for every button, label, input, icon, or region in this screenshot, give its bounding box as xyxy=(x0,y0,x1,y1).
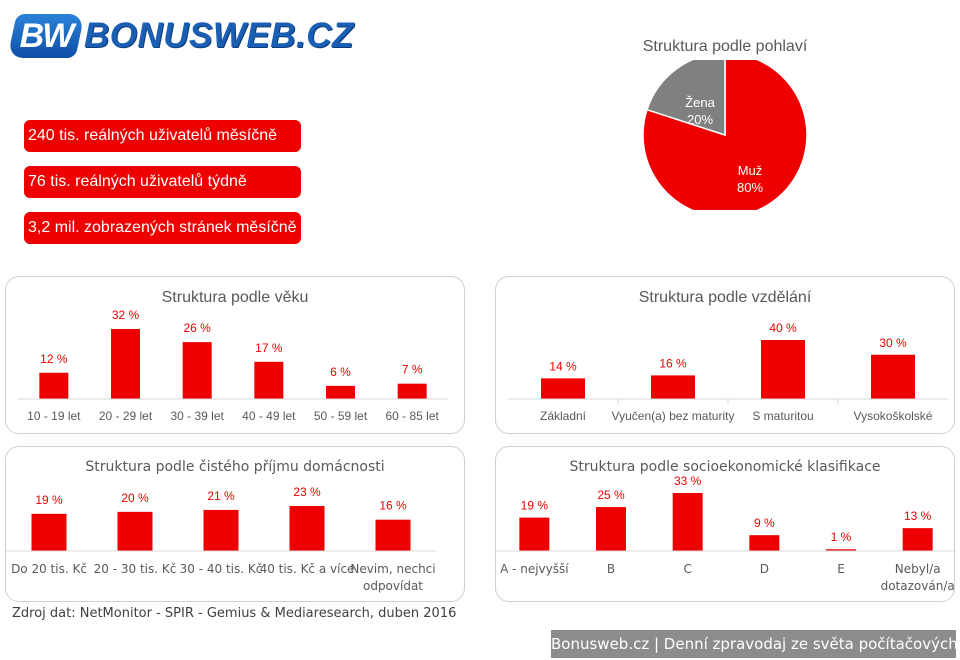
category-label: 60 - 85 let xyxy=(385,409,439,423)
gender-pie: Muž 80% Žena 20% xyxy=(642,60,808,210)
bar-value-label: 16 % xyxy=(659,356,687,370)
category-label: Vyučen(a) bez maturity xyxy=(612,409,735,423)
bar-value-label: 9 % xyxy=(754,516,775,530)
bar xyxy=(203,509,239,551)
income-chart-title: Struktura podle čistého příjmu domácnost… xyxy=(85,459,385,475)
income-bar-chart: 19 % Do 20 tis. Kč 20 % 20 - 30 tis. Kč 21 %… xyxy=(6,485,436,593)
category-label: 30 - 39 let xyxy=(170,409,224,423)
bar-value-label: 14 % xyxy=(549,359,577,373)
stat-weekly-users: 76 tis. reálných uživatelů týdně xyxy=(24,166,301,198)
category-label: B xyxy=(607,562,615,576)
category-label: D xyxy=(760,562,769,576)
bar xyxy=(289,506,325,551)
pie-slice-female xyxy=(646,60,726,137)
gender-chart-title: Struktura podle pohlaví xyxy=(642,38,808,55)
category-label: A - nejvyšší xyxy=(500,562,569,576)
bar-value-label: 40 % xyxy=(769,321,797,335)
pie-value-label: 20% xyxy=(687,112,713,127)
bar xyxy=(111,329,140,399)
stat-monthly-pageviews: 3,2 mil. zobrazených stránek měsíčně xyxy=(24,212,301,244)
bar-value-label: 23 % xyxy=(293,485,321,499)
category-label: 50 - 59 let xyxy=(314,409,368,423)
category-label: Vysokoškolské xyxy=(854,409,933,423)
bar xyxy=(31,513,67,551)
socio-chart-title: Struktura podle socioekonomické klasifik… xyxy=(569,459,881,475)
bar xyxy=(182,342,212,399)
bar xyxy=(397,383,427,399)
bar-value-label: 30 % xyxy=(879,336,907,350)
bar-value-label: 33 % xyxy=(674,474,702,488)
bar xyxy=(117,511,153,551)
bar xyxy=(651,375,695,399)
category-label: S maturitou xyxy=(752,409,813,423)
bar xyxy=(672,493,703,551)
bar xyxy=(749,535,780,551)
bar-value-label: 21 % xyxy=(207,489,235,503)
logo-mark: BW xyxy=(7,14,85,58)
bar xyxy=(596,507,626,551)
bar-value-label: 20 % xyxy=(121,491,149,505)
category-label: 40 tis. Kč a více xyxy=(260,562,355,576)
bar-value-label: 13 % xyxy=(904,509,932,523)
category-label: 40 - 49 let xyxy=(242,409,296,423)
bar-value-label: 25 % xyxy=(597,488,625,502)
category-label: Nebyl/a xyxy=(895,562,941,576)
education-bar-chart: 14 % Základní 16 % Vyučen(a) bez maturity 40… xyxy=(508,321,948,423)
bar xyxy=(826,549,856,551)
category-label: 20 - 30 tis. Kč xyxy=(94,562,177,576)
bar xyxy=(375,519,411,551)
bar-value-label: 19 % xyxy=(35,493,63,507)
bar xyxy=(519,517,550,551)
income-panel: Struktura podle čistého příjmu domácnost… xyxy=(5,446,465,602)
bar xyxy=(254,361,284,399)
education-panel: Struktura podle vzdělání 14 % Základní 16 … xyxy=(495,276,955,434)
bar-value-label: 16 % xyxy=(379,499,407,513)
socio-bar-chart: 19 % A - nejvyšší 25 % B 33 % C 9 % D 1 % E 13 % Ne… xyxy=(496,474,956,593)
bar xyxy=(902,528,933,551)
bar-value-label: 32 % xyxy=(112,308,140,322)
category-label: Základní xyxy=(540,409,587,423)
category-label: odpovídat xyxy=(363,579,423,593)
education-chart-title: Struktura podle vzdělání xyxy=(638,289,812,306)
bar-value-label: 26 % xyxy=(183,321,211,335)
category-label: E xyxy=(837,562,845,576)
bonusweb-logo[interactable]: BW BONUSWEB.CZ xyxy=(7,14,353,60)
bar xyxy=(39,372,69,399)
age-bar-chart: 12 % 10 - 19 let 32 % 20 - 29 let 26 % 30 - 3… xyxy=(18,308,448,423)
footer-banner[interactable]: Bonusweb.cz | Denní zpravodaj ze světa p… xyxy=(551,630,960,658)
bar-value-label: 17 % xyxy=(255,341,283,355)
category-label: 30 - 40 tis. Kč xyxy=(180,562,263,576)
bar-value-label: 7 % xyxy=(402,363,423,377)
category-label: Nevim, nechci xyxy=(350,562,435,576)
data-source-note: Zdroj dat: NetMonitor - SPIR - Gemius & … xyxy=(12,606,457,621)
category-label: 10 - 19 let xyxy=(27,409,81,423)
bar xyxy=(871,354,915,399)
category-label: dotazován/a xyxy=(881,579,955,593)
category-label: 20 - 29 let xyxy=(99,409,153,423)
category-label: C xyxy=(683,562,691,576)
pie-category-label: Žena xyxy=(685,95,715,110)
logo-text: BONUSWEB.CZ xyxy=(84,16,354,55)
bar xyxy=(326,385,355,399)
age-chart-title: Struktura podle věku xyxy=(161,289,309,306)
age-panel: Struktura podle věku 12 % 10 - 19 let 32 %… xyxy=(5,276,465,434)
pie-category-label: Muž xyxy=(738,163,763,178)
bar-value-label: 12 % xyxy=(40,352,68,366)
bar-value-label: 1 % xyxy=(831,530,852,544)
socio-panel: Struktura podle socioekonomické klasifik… xyxy=(495,446,956,602)
category-label: Do 20 tis. Kč xyxy=(11,562,87,576)
bar-value-label: 19 % xyxy=(521,499,549,513)
bar xyxy=(541,378,585,399)
stat-monthly-users: 240 tis. reálných uživatelů měsíčně xyxy=(24,120,301,152)
bar-value-label: 6 % xyxy=(330,365,351,379)
bar xyxy=(761,340,805,399)
pie-value-label: 80% xyxy=(737,180,763,195)
